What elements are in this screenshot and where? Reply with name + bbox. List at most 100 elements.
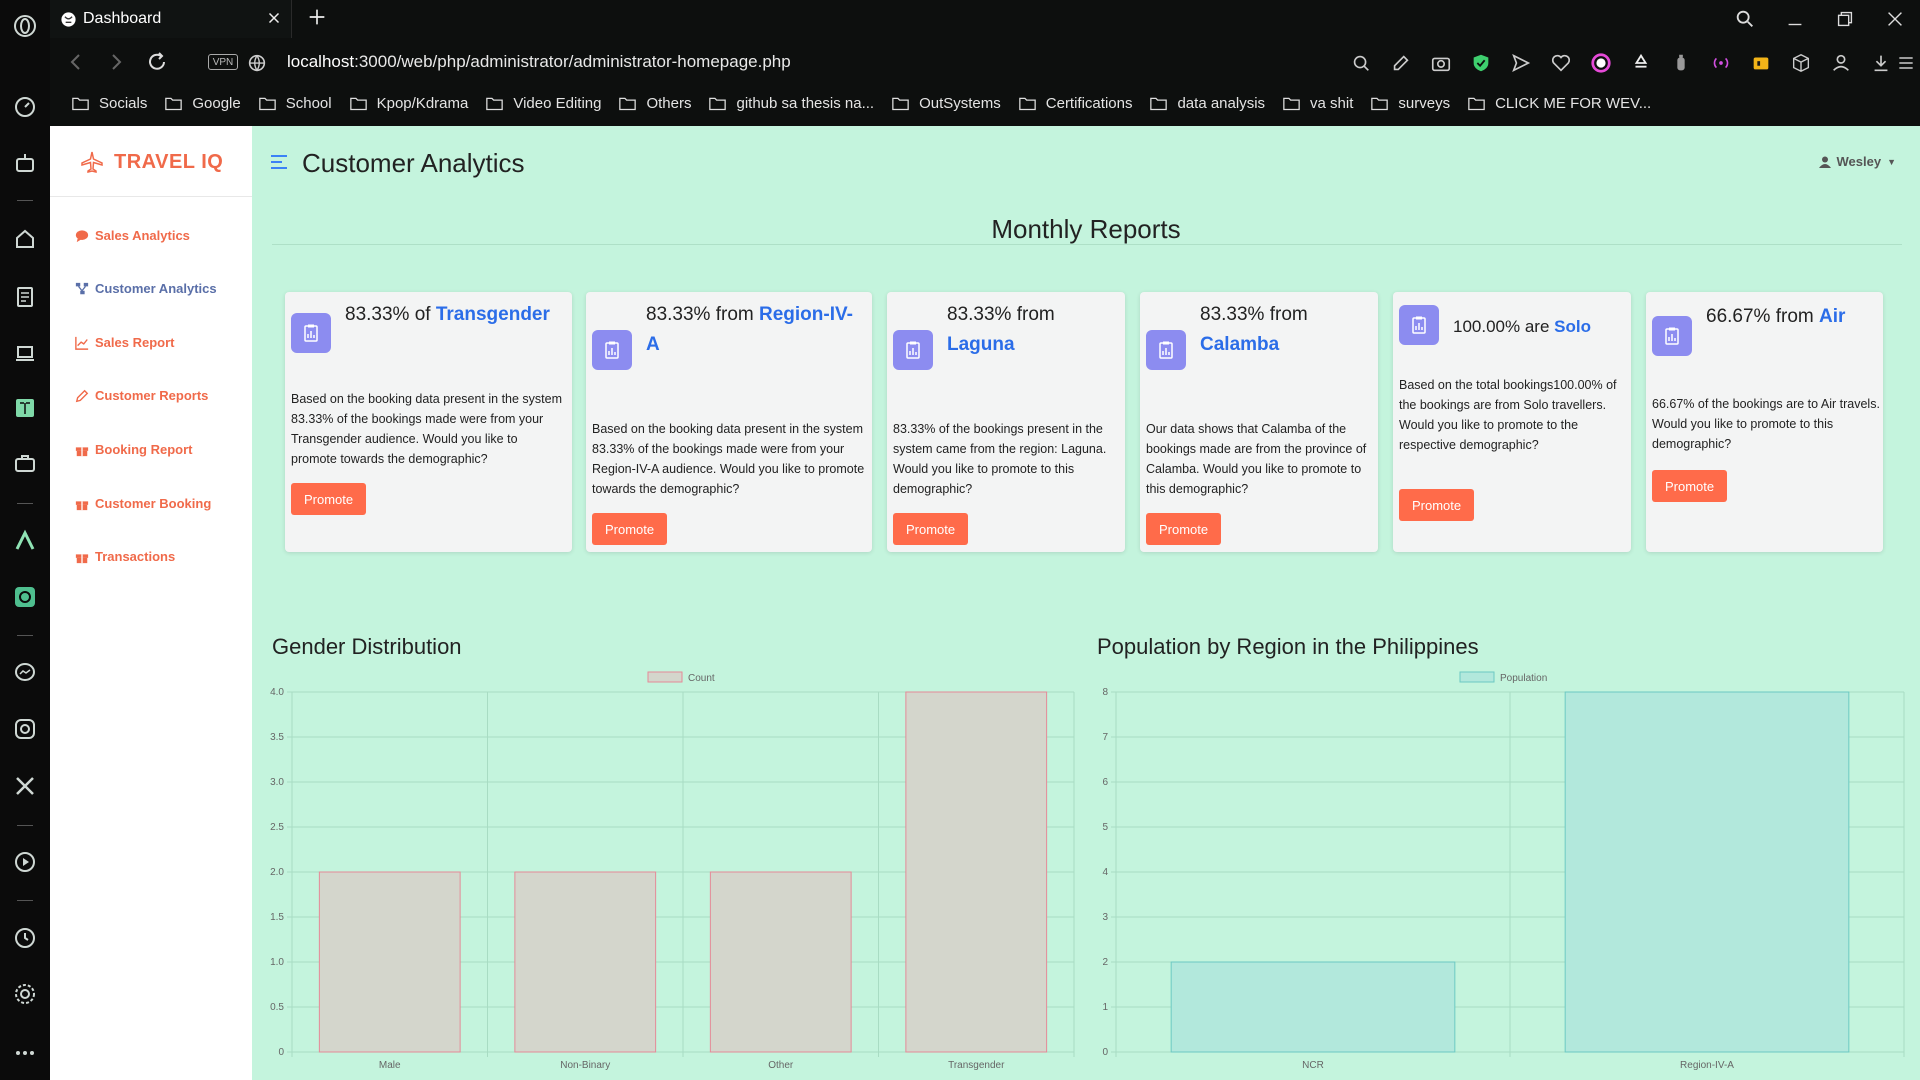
promote-button[interactable]: Promote [893,513,969,545]
bar-non-binary[interactable] [514,871,657,1053]
messenger-icon[interactable] [12,660,38,686]
broadcast-icon[interactable] [1710,52,1732,74]
download-icon[interactable] [1870,52,1892,74]
settings-gear-icon[interactable] [12,981,38,1007]
briefcase-icon[interactable] [12,450,38,476]
bookmark-folder[interactable]: School [258,95,332,112]
sidebar-item-sales-analytics[interactable]: Sales Analytics [75,228,190,243]
send-icon[interactable] [1510,52,1532,74]
search-page-icon[interactable] [1350,52,1372,74]
bookmark-folder[interactable]: Video Editing [486,95,601,112]
chart-legend[interactable]: Population [1459,671,1547,684]
url-field[interactable]: localhost:3000/web/php/administrator/adm… [287,52,791,72]
card-highlight: Calamba [1200,334,1280,355]
sidebar-divider [50,196,252,197]
bookmark-folder[interactable]: surveys [1371,95,1450,112]
profile-icon[interactable] [1830,52,1852,74]
sidebar-item-customer-analytics[interactable]: Customer Analytics [75,281,217,296]
search-tabs-icon[interactable] [1734,8,1756,30]
player-icon[interactable] [12,849,38,875]
bar-ncr[interactable] [1170,961,1456,1053]
promote-button[interactable]: Promote [291,483,367,515]
site-info-globe-icon[interactable] [246,52,268,74]
home-icon[interactable] [12,226,38,252]
restore-icon[interactable] [1834,8,1856,30]
speed-dial-icon[interactable] [12,94,38,120]
instagram-icon[interactable] [12,716,38,742]
bookmark-folder[interactable]: Kpop/Kdrama [349,95,468,112]
report-card: 83.33% from Laguna 83.33% of the booking… [887,292,1125,552]
chart-legend[interactable]: Count [647,671,715,684]
tab-dashboard[interactable]: Dashboard [50,0,292,38]
history-icon[interactable] [12,925,38,951]
promote-button[interactable]: Promote [1652,470,1728,502]
close-window-icon[interactable] [1884,8,1906,30]
bar-male[interactable] [318,871,461,1053]
card-heading: 100.00% are Solo [1453,312,1628,342]
bar-region-iv-a[interactable] [1564,691,1850,1053]
sidebar-item-sales-report[interactable]: Sales Report [75,335,174,350]
color-extension-icon[interactable] [1590,52,1612,74]
wallet-extension-icon[interactable] [1750,52,1772,74]
sidebar-item-customer-booking[interactable]: Customer Booking [75,496,211,511]
x-twitter-icon[interactable] [12,773,38,799]
bookmark-folder[interactable]: Socials [72,95,147,112]
bar-transgender[interactable] [905,691,1048,1053]
notes-icon[interactable] [12,284,38,310]
user-menu[interactable]: Wesley ▼ [1818,154,1896,169]
bookmark-folder[interactable]: github sa thesis na... [709,95,874,112]
y-tick-label: 1 [1102,1002,1108,1013]
clipboard-chart-icon [592,330,632,370]
cube-extension-icon[interactable] [1790,52,1812,74]
sidebar-item-customer-reports[interactable]: Customer Reports [75,388,208,403]
bookmark-folder[interactable]: Certifications [1018,95,1132,112]
card-percent: 83.33% from [947,304,1055,325]
card-highlight: Region-IV-A [646,304,853,355]
sidebar-separator [17,825,33,826]
promote-button[interactable]: Promote [592,513,668,545]
new-tab-plus-icon[interactable] [306,6,328,28]
card-percent: 100.00% are [1453,317,1555,336]
reload-icon[interactable] [145,50,169,74]
chatgpt-icon[interactable] [12,584,38,610]
laptop-icon[interactable] [12,340,38,366]
bookmark-folder[interactable]: Others [619,95,691,112]
sidebar-item-transactions[interactable]: Transactions [75,549,175,564]
gender-chart-title: Gender Distribution [272,634,462,659]
adblock-shield-icon[interactable] [1470,52,1492,74]
bookmark-folder[interactable]: Google [165,95,241,112]
card-heading: 83.33% from Calamba [1200,300,1360,360]
camera-icon[interactable] [1430,52,1452,74]
edit-snap-icon[interactable] [1390,52,1412,74]
close-tab-icon[interactable] [265,9,283,27]
section-divider [272,244,1902,245]
folder-icon [1283,97,1300,110]
bookmark-folder[interactable]: CLICK ME FOR WEV... [1468,95,1651,112]
book-icon[interactable] [12,395,38,421]
bar-other[interactable] [709,871,852,1053]
bottle-extension-icon[interactable] [1670,52,1692,74]
bookmark-folder[interactable]: data analysis [1150,95,1265,112]
sidebar-item-booking-report[interactable]: Booking Report [75,442,193,457]
promote-button[interactable]: Promote [1146,513,1222,545]
recycle-icon[interactable] [1630,52,1652,74]
y-tick-label: 3 [1102,912,1108,923]
more-dots-icon[interactable] [12,1040,38,1066]
forward-icon[interactable] [104,50,128,74]
promote-button[interactable]: Promote [1399,489,1475,521]
hamburger-menu-icon[interactable] [270,154,288,170]
sidebar-item-label: Transactions [95,549,176,564]
opera-logo-icon[interactable] [12,13,38,39]
y-tick-label: 1.5 [270,912,284,923]
heart-icon[interactable] [1550,52,1572,74]
folder-icon [1018,97,1036,110]
aria-icon[interactable] [12,528,38,554]
bookmark-folder[interactable]: va shit [1283,95,1353,112]
back-icon[interactable] [64,50,88,74]
bookmark-folder[interactable]: OutSystems [892,95,1001,112]
brand-logo[interactable]: TRAVEL IQ [80,150,223,174]
easy-setup-icon[interactable] [1896,52,1916,74]
ai-assistant-icon[interactable] [12,150,38,176]
minimize-icon[interactable] [1784,8,1806,30]
vpn-badge[interactable]: VPN [208,54,238,70]
